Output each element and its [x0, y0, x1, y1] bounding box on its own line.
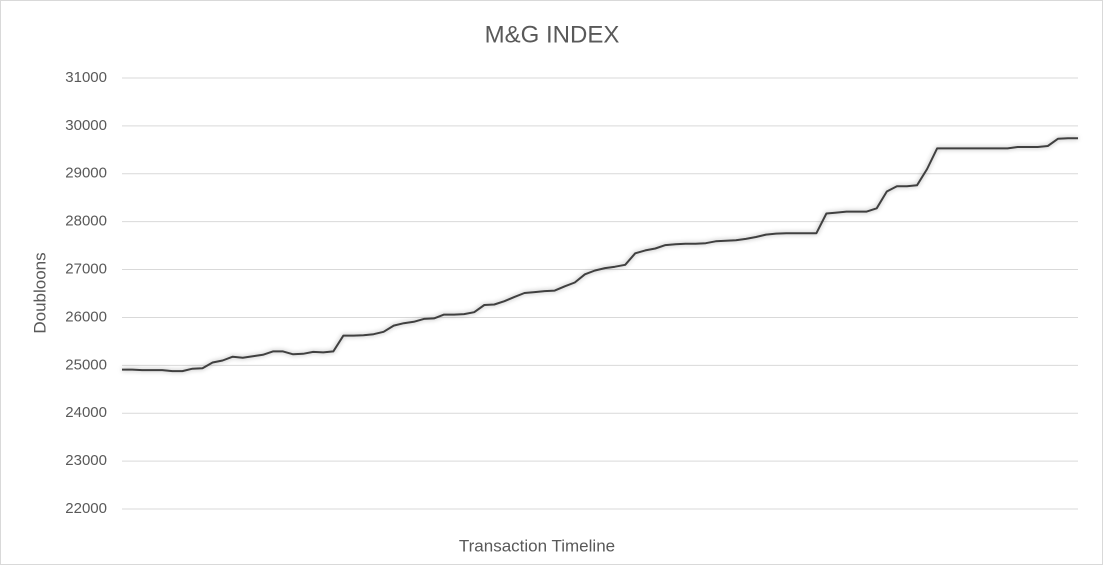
y-tick-label: 31000: [65, 69, 107, 86]
y-tick-label: 28000: [65, 213, 107, 230]
y-tick-label: 25000: [65, 356, 107, 373]
chart-title: M&G INDEX: [485, 21, 620, 48]
x-axis-label: Transaction Timeline: [459, 536, 615, 555]
y-tick-label: 23000: [65, 452, 107, 469]
y-tick-label: 26000: [65, 308, 107, 325]
data-line: [122, 137, 1078, 373]
y-tick-label: 30000: [65, 117, 107, 134]
y-tick-label: 22000: [65, 500, 107, 517]
y-axis-label: Doubloons: [30, 252, 49, 333]
y-tick-label: 29000: [65, 165, 107, 182]
y-tick-label: 24000: [65, 404, 107, 421]
y-tick-label: 27000: [65, 261, 107, 278]
